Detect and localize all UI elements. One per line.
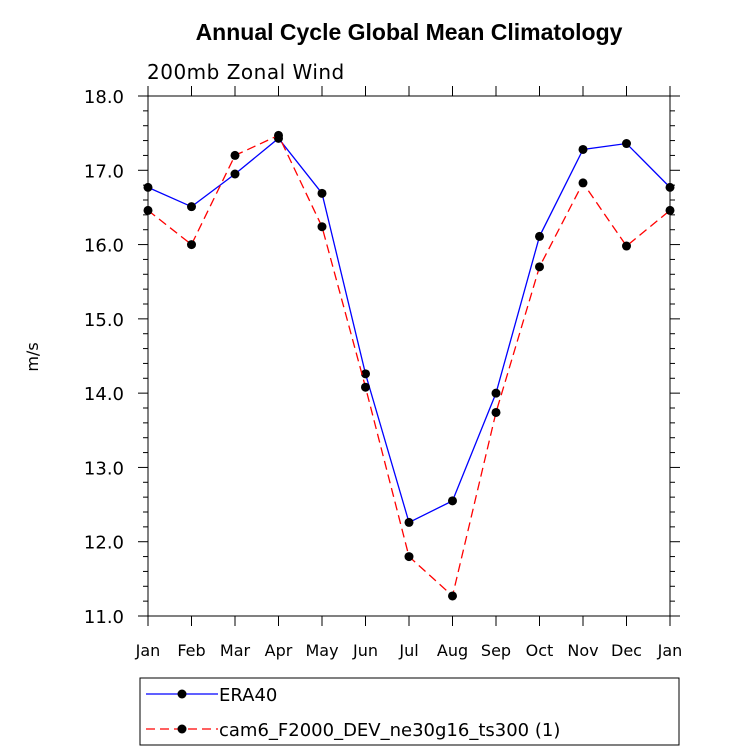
data-point: [317, 222, 327, 232]
data-point: [491, 407, 501, 417]
data-point: [622, 241, 631, 251]
legend-marker: [177, 689, 187, 699]
data-point: [230, 150, 240, 160]
data-point: [578, 144, 588, 154]
x-tick-label: Mar: [220, 641, 251, 660]
legend-label: cam6_F2000_DEV_ne30g16_ts300 (1): [219, 720, 560, 741]
x-tick-label: Jan: [135, 641, 161, 660]
series-1: [143, 133, 675, 527]
x-tick-label: Apr: [265, 641, 293, 660]
x-tick-label: Sep: [481, 641, 511, 660]
chart-title: Annual Cycle Global Mean Climatology: [196, 19, 623, 45]
data-point: [230, 169, 240, 179]
y-tick-label: 15.0: [84, 310, 124, 331]
data-point: [274, 130, 283, 140]
data-point: [317, 188, 327, 198]
data-point: [143, 182, 153, 192]
data-point: [578, 178, 588, 188]
y-tick-label: 18.0: [84, 87, 124, 108]
data-point: [187, 240, 196, 250]
legend-marker: [177, 724, 187, 734]
x-tick-label: Jan: [657, 641, 683, 660]
data-point: [622, 139, 631, 149]
x-tick-label: Jun: [352, 641, 378, 660]
axes: 11.0 12.0 13.0 14.0 15.0 16.0 17.0 18.0 Jan Feb Ma…: [84, 86, 682, 660]
y-tick-label: 11.0: [84, 607, 124, 628]
y-axis-label: m/s: [23, 342, 42, 371]
y-tick-label: 16.0: [84, 236, 124, 257]
x-tick-label: May: [305, 641, 338, 660]
data-point: [448, 591, 457, 601]
data-point: [361, 369, 370, 379]
data-point: [361, 382, 370, 392]
x-tick-label: Oct: [526, 641, 554, 660]
data-point: [448, 496, 457, 506]
x-tick-label: Dec: [611, 641, 642, 660]
data-point: [143, 205, 153, 215]
y-tick-label: 12.0: [84, 533, 124, 554]
data-point: [535, 262, 544, 272]
data-point: [665, 182, 675, 192]
legend-label: ERA40: [219, 685, 277, 706]
series-2: [143, 130, 675, 601]
data-point: [491, 388, 501, 398]
data-point: [535, 231, 544, 241]
x-tick-label: Feb: [177, 641, 205, 660]
data-point: [187, 202, 196, 212]
legend: ERA40 cam6_F2000_DEV_ne30g16_ts300 (1): [139, 677, 680, 746]
x-tick-label: Nov: [567, 641, 598, 660]
y-tick-label: 13.0: [84, 458, 124, 479]
data-point: [404, 552, 414, 562]
data-point: [665, 205, 675, 215]
y-tick-label: 17.0: [84, 161, 124, 182]
series-layer: [143, 130, 675, 601]
x-tick-label: Aug: [437, 641, 468, 660]
x-tick-label: Jul: [398, 641, 418, 660]
legend-box: [139, 677, 680, 746]
y-tick-label: 14.0: [84, 384, 124, 405]
data-point: [404, 517, 414, 527]
chart-subtitle: 200mb Zonal Wind: [147, 60, 345, 84]
